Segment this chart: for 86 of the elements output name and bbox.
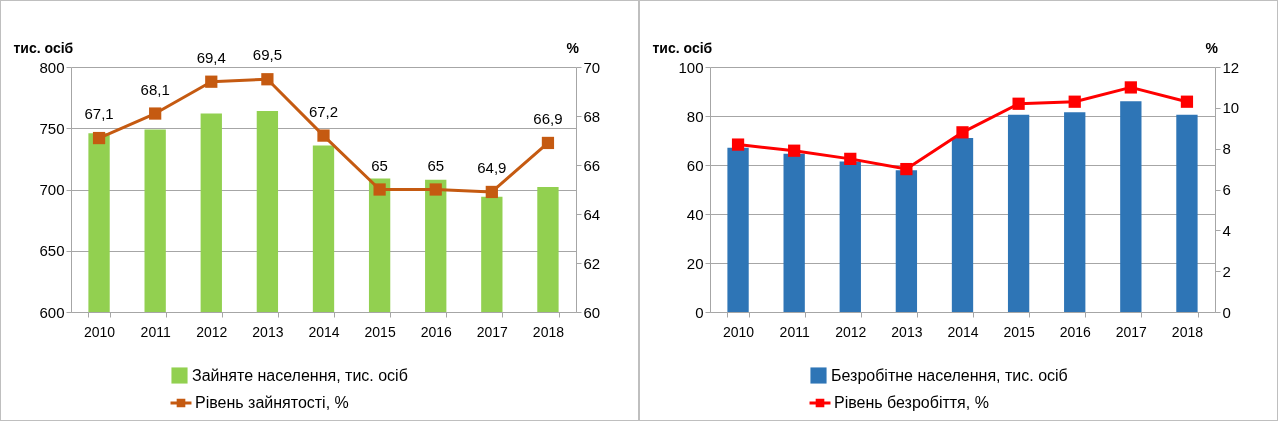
y-tick-label: 700 [39, 181, 65, 198]
x-tick-label: 2010 [722, 323, 755, 340]
data-label: 65 [371, 156, 388, 174]
y-tick-label: 800 [39, 58, 65, 76]
point [373, 183, 386, 196]
bar [1007, 114, 1030, 312]
x-tick-label: 2018 [1171, 323, 1204, 340]
x-tick-label: 2017 [1115, 323, 1148, 340]
data-label: 69,5 [252, 46, 282, 64]
point [844, 152, 857, 165]
point [429, 183, 442, 196]
y2-tick-label: 64 [583, 205, 601, 223]
data-label: 67,2 [308, 102, 339, 120]
data-label: 66,9 [533, 109, 563, 127]
x-tick-label: 2014 [308, 323, 340, 340]
y-axis-title: тис. осіб [13, 39, 74, 56]
data-label: 67,1 [84, 105, 114, 123]
point [149, 107, 162, 120]
x-tick-label: 2013 [252, 323, 284, 340]
y2-tick-label: 12 [1222, 58, 1240, 76]
y2-tick-label: 10 [1222, 99, 1240, 117]
data-label: 64,9 [477, 158, 507, 176]
y-tick-label: 60 [686, 156, 704, 174]
point [788, 144, 801, 157]
point [1124, 81, 1137, 94]
point [731, 138, 745, 151]
x-tick-label: 2015 [364, 323, 396, 340]
legend-label: Рівень зайнятості, % [195, 394, 349, 411]
point [900, 162, 913, 176]
x-tick-label: 2010 [83, 323, 116, 340]
y-axis-title: тис. осіб [652, 39, 713, 56]
y2-tick-label: 4 [1222, 221, 1231, 239]
x-tick-label: 2014 [947, 323, 979, 340]
y-tick-label: 750 [39, 119, 65, 137]
legend-label: Зайняте населення, тис. осіб [192, 366, 408, 384]
x-tick-label: 2012 [835, 323, 867, 340]
point [541, 136, 555, 150]
y-tick-label: 100 [678, 58, 704, 76]
legend-label: Безробітне населення, тис. осіб [831, 366, 1068, 384]
y2-tick-label: 6 [1222, 181, 1231, 198]
data-label: 69,4 [196, 48, 226, 66]
y-tick-label: 600 [39, 303, 65, 321]
point [1180, 95, 1194, 108]
bar [839, 161, 861, 312]
point [956, 126, 969, 139]
y2-axis-title: % [1205, 39, 1219, 56]
point [205, 75, 218, 88]
x-tick-label: 2018 [532, 323, 565, 340]
x-tick-label: 2017 [476, 323, 509, 340]
x-tick-label: 2011 [140, 323, 171, 340]
data-label: 68,1 [140, 80, 170, 98]
point [485, 185, 498, 199]
point [317, 129, 330, 142]
x-tick-label: 2016 [1059, 323, 1091, 340]
bar [895, 170, 918, 312]
bar [783, 153, 805, 312]
bar [1120, 101, 1142, 312]
bar [1176, 114, 1198, 312]
bar [727, 147, 749, 312]
x-tick-label: 2015 [1003, 323, 1035, 340]
y2-tick-label: 70 [583, 58, 601, 76]
point [1068, 95, 1081, 108]
y2-tick-label: 68 [583, 107, 601, 125]
legend-label: Рівень безробіття, % [834, 394, 989, 411]
y-tick-label: 0 [695, 303, 704, 321]
y-tick-label: 40 [686, 205, 704, 223]
bar [951, 138, 974, 312]
y2-tick-label: 66 [583, 156, 601, 174]
y2-tick-label: 0 [1222, 303, 1231, 321]
y2-tick-label: 8 [1222, 140, 1231, 158]
x-tick-label: 2016 [420, 323, 452, 340]
point [1012, 97, 1025, 110]
x-tick-label: 2012 [196, 323, 228, 340]
y2-tick-label: 60 [583, 303, 601, 321]
bar [1064, 112, 1086, 312]
data-label: 65 [427, 156, 445, 174]
x-tick-label: 2013 [891, 323, 923, 340]
y-tick-label: 80 [686, 107, 704, 125]
point [92, 131, 106, 145]
point [261, 73, 274, 86]
y2-tick-label: 2 [1222, 262, 1231, 280]
y-tick-label: 650 [39, 242, 65, 260]
y2-axis-title: % [566, 39, 580, 56]
y-tick-label: 20 [686, 254, 704, 272]
y2-tick-label: 62 [583, 254, 601, 272]
x-tick-label: 2011 [779, 323, 810, 340]
